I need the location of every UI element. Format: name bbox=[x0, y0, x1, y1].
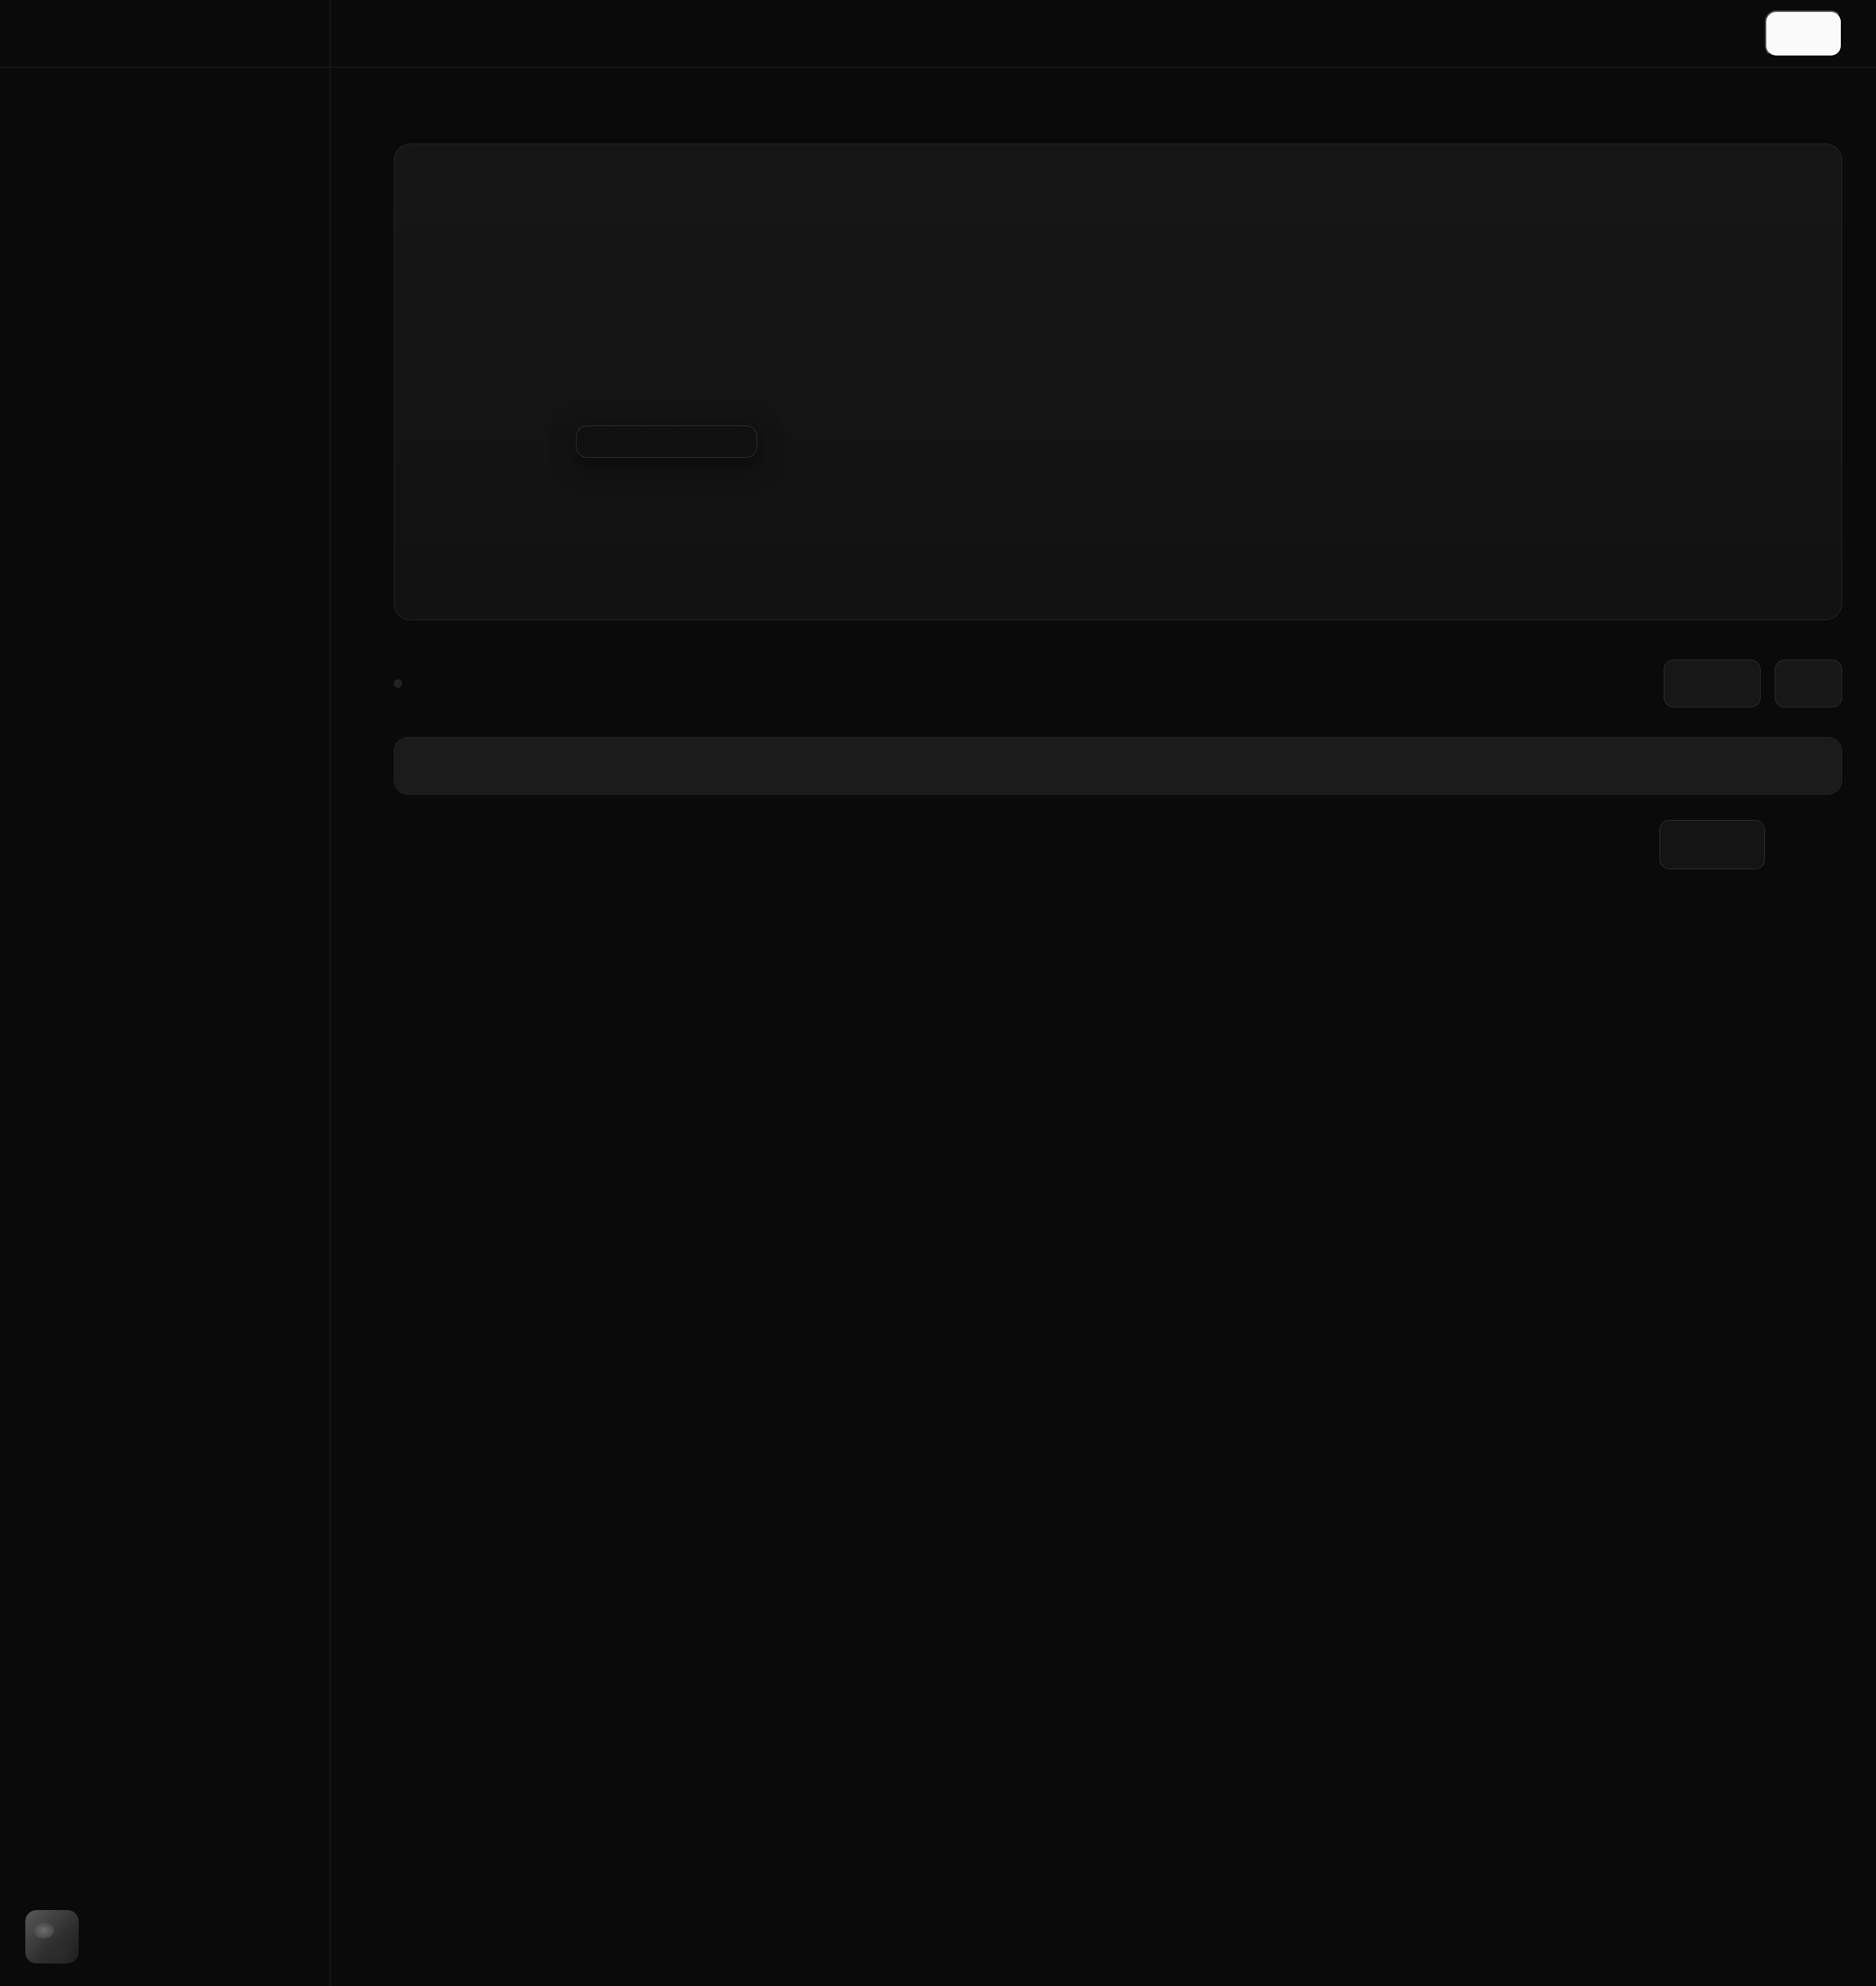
chevron-down-icon bbox=[1722, 674, 1742, 693]
table-header-row bbox=[394, 738, 1842, 794]
rows-per-page-select[interactable] bbox=[1659, 820, 1765, 869]
user-options-button[interactable] bbox=[274, 1921, 304, 1952]
customize-columns-button[interactable] bbox=[1664, 660, 1761, 707]
sidebar-footer-nav bbox=[0, 1886, 330, 1893]
sections-table bbox=[394, 737, 1842, 795]
circle-plus-icon bbox=[1787, 23, 1810, 45]
visitors-chart-card bbox=[394, 143, 1842, 620]
user-meta bbox=[94, 1935, 258, 1939]
table-actions bbox=[1664, 660, 1842, 707]
topbar bbox=[330, 0, 1876, 68]
table-footer bbox=[394, 820, 1842, 869]
chevron-down-icon bbox=[1730, 835, 1749, 854]
pagination-controls bbox=[1623, 820, 1838, 869]
sidebar bbox=[0, 0, 330, 1986]
columns-icon bbox=[1683, 674, 1702, 693]
range-toggle-group bbox=[1812, 175, 1813, 177]
user-menu[interactable] bbox=[17, 1903, 313, 1971]
chart-tooltip bbox=[576, 425, 757, 458]
add-section-button[interactable] bbox=[1775, 660, 1842, 707]
view-tabs bbox=[394, 679, 402, 688]
avatar bbox=[25, 1910, 79, 1963]
brand[interactable] bbox=[0, 0, 330, 68]
tabs-row bbox=[394, 660, 1842, 707]
plus-icon bbox=[1794, 674, 1813, 693]
main-area bbox=[330, 0, 1876, 1986]
acme-logo-icon bbox=[28, 20, 55, 47]
chart-plot-area[interactable] bbox=[423, 217, 1813, 548]
quick-create-button[interactable] bbox=[1765, 10, 1842, 57]
content bbox=[330, 68, 1876, 1986]
x-axis bbox=[423, 559, 1813, 598]
visitors-area-chart bbox=[423, 217, 1813, 548]
ellipsis-vertical-icon bbox=[278, 1926, 300, 1947]
sidebar-nav bbox=[0, 68, 330, 89]
chart-header bbox=[423, 175, 1813, 185]
